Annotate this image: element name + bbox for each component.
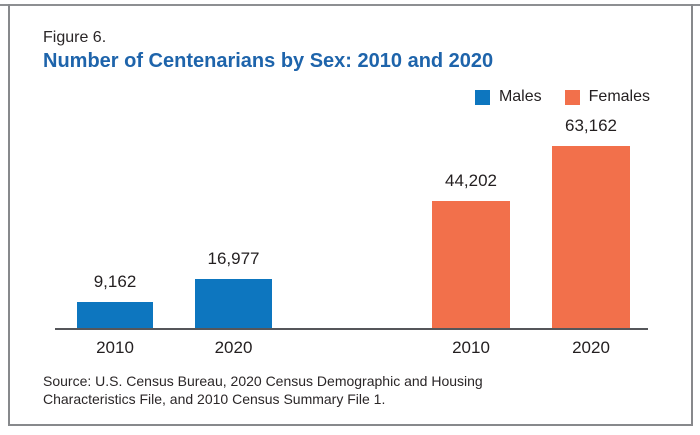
legend-label-females: Females: [588, 88, 650, 105]
bar-group-males-2010: 9,162: [77, 0, 153, 330]
top-rule: [0, 4, 700, 6]
bar-chart: 9,162 16,977 44,202 63,162: [55, 0, 648, 330]
bar: [77, 302, 153, 328]
bar: [195, 279, 272, 328]
legend-swatch-males-icon: [474, 89, 490, 105]
figure-label: Figure 6.: [43, 29, 107, 46]
x-axis-line: [55, 328, 648, 330]
source-line-1: Source: U.S. Census Bureau, 2020 Census …: [43, 373, 483, 389]
x-tick-label: 2010: [96, 338, 134, 357]
x-tick-label: 2010: [452, 338, 490, 357]
bar-value-label: 63,162: [565, 116, 617, 135]
source-line-2: Characteristics File, and 2010 Census Su…: [43, 391, 386, 407]
bar-value-label: 44,202: [445, 171, 497, 190]
legend-label-males: Males: [498, 88, 542, 105]
bar-group-males-2020: 16,977: [195, 0, 272, 330]
bar-value-label: 9,162: [93, 272, 137, 291]
figure-title: Number of Centenarians by Sex: 2010 and …: [43, 50, 494, 72]
bar-value-label: 16,977: [207, 249, 260, 268]
bar: [432, 201, 510, 328]
legend-swatch-females-icon: [564, 89, 580, 105]
source-note: Source: U.S. Census Bureau, 2020 Census …: [43, 372, 483, 408]
bar-group-females-2020: 63,162: [552, 0, 630, 330]
x-tick-label: 2020: [214, 338, 253, 357]
bar: [552, 146, 630, 328]
x-tick-label: 2020: [572, 338, 610, 357]
figure-border: [8, 4, 693, 426]
legend: Males Females: [474, 88, 650, 106]
bar-group-females-2010: 44,202: [432, 0, 510, 330]
